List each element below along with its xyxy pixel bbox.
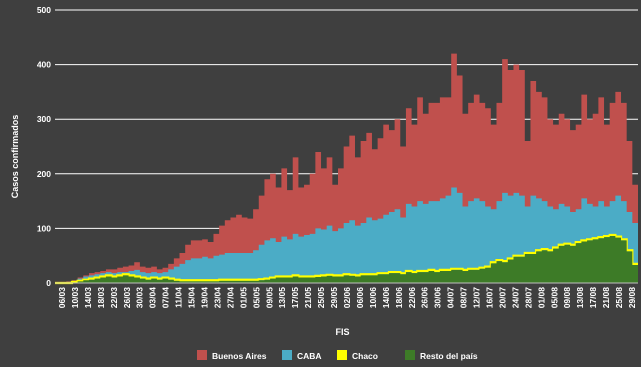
x-tick-label: 09/05 — [264, 287, 274, 309]
x-tick-label: 16/07 — [485, 287, 495, 309]
x-tick-label: 10/06 — [368, 287, 378, 309]
x-tick-label: 05/05 — [251, 287, 261, 309]
x-tick-label: 27/04 — [225, 287, 235, 309]
y-tick-label: 400 — [37, 60, 51, 70]
x-tick-label: 13/08 — [575, 287, 585, 309]
x-tick-label: 12/07 — [472, 287, 482, 309]
y-tick-label: 200 — [37, 169, 51, 179]
x-tick-label: 21/08 — [601, 287, 611, 309]
legend-swatch-buenos-aires — [197, 350, 207, 360]
x-tick-label: 18/03 — [96, 287, 106, 309]
x-tick-label: 06/03 — [57, 287, 67, 309]
x-tick-label: 17/05 — [290, 287, 300, 309]
x-tick-label: 23/04 — [212, 287, 222, 309]
series-area-caba — [55, 187, 638, 283]
y-tick-label: 100 — [37, 223, 51, 233]
legend-swatch-chaco — [337, 350, 347, 360]
x-tick-label: 06/06 — [355, 287, 365, 309]
legend-layer: Buenos Aires CABA Chaco Resto del país — [197, 350, 478, 361]
legend-label-caba: CABA — [297, 351, 322, 361]
x-tick-label: 21/05 — [303, 287, 313, 309]
y-tick-label: 500 — [37, 5, 51, 15]
x-tick-label: 14/06 — [381, 287, 391, 309]
x-tick-label: 11/04 — [174, 287, 184, 308]
x-tick-label: 15/04 — [187, 287, 197, 309]
x-tick-label: 04/07 — [446, 287, 456, 309]
series-layer — [55, 53, 638, 285]
x-tick-label: 28/07 — [523, 287, 533, 309]
x-tick-label: 03/04 — [148, 287, 158, 309]
legend-swatch-resto-del-pa-s — [405, 350, 415, 360]
x-tick-label: 24/07 — [510, 287, 520, 309]
x-tick-label: 13/05 — [277, 287, 287, 309]
x-axis-title: FIS — [335, 327, 349, 337]
x-tick-label: 22/06 — [407, 287, 417, 309]
x-tick-label: 22/03 — [109, 287, 119, 309]
x-tick-label: 07/04 — [161, 287, 171, 309]
y-axis-title: Casos confirmados — [10, 115, 20, 199]
legend-label-chaco: Chaco — [352, 351, 378, 361]
series-area-resto-del-pa-s — [55, 236, 638, 283]
x-tick-label: 08/07 — [459, 287, 469, 309]
x-tick-label: 26/06 — [420, 287, 430, 309]
y-tick-label: 0 — [46, 278, 51, 288]
x-tick-label: 18/06 — [394, 287, 404, 309]
legend-swatch-caba — [282, 350, 292, 360]
x-tick-label: 05/08 — [549, 287, 559, 309]
x-tick-label: 26/03 — [122, 287, 132, 309]
x-tick-label: 30/03 — [135, 287, 145, 309]
x-tick-label: 20/07 — [497, 287, 507, 309]
x-tick-label: 01/08 — [536, 287, 546, 309]
legend-label-buenos-aires: Buenos Aires — [212, 351, 267, 361]
x-tick-label: 02/06 — [342, 287, 352, 309]
x-tick-label: 19/04 — [200, 287, 210, 309]
y-tick-label: 300 — [37, 114, 51, 124]
x-tick-label: 25/08 — [614, 287, 624, 309]
x-tick-label: 09/08 — [562, 287, 572, 309]
x-tick-label: 25/05 — [316, 287, 326, 309]
x-tick-label: 17/08 — [588, 287, 598, 309]
legend-label-resto-del-pa-s: Resto del país — [420, 351, 478, 361]
x-tick-label: 29/05 — [329, 287, 339, 309]
x-tick-label: 14/03 — [83, 287, 93, 309]
x-tick-label: 30/06 — [433, 287, 443, 309]
x-tick-label: 10/03 — [70, 287, 80, 309]
x-tick-label: 29/08 — [627, 287, 637, 309]
x-tick-label: 01/05 — [238, 287, 248, 309]
